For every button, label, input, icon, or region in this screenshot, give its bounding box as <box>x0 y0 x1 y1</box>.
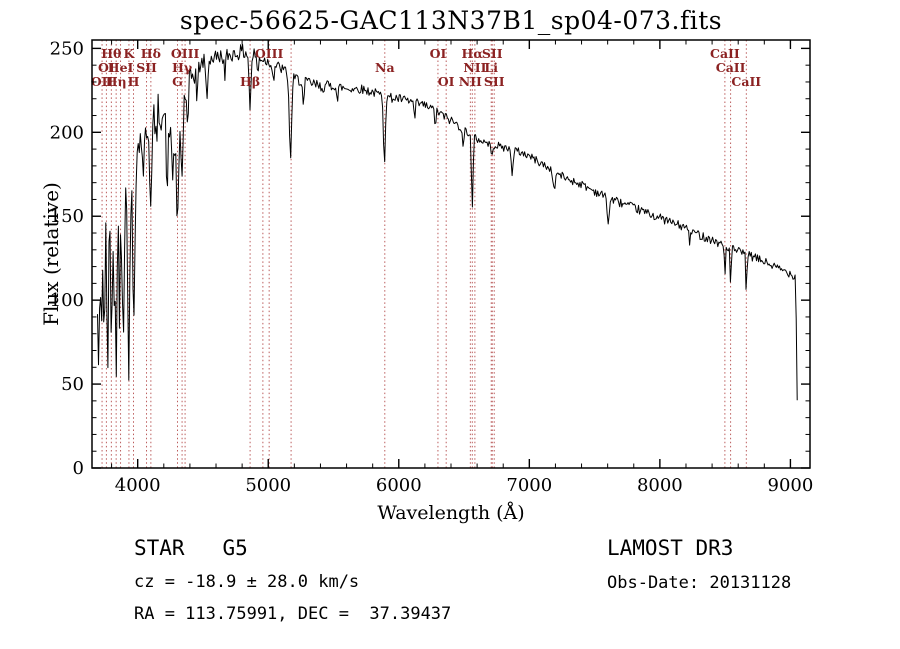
object-class-label: STAR G5 <box>134 536 248 560</box>
x-tick-label: 4000 <box>115 475 161 496</box>
plot-title: spec-56625-GAC113N37B1_sp04-073.fits <box>180 6 722 35</box>
spectral-line-label: NII <box>463 60 486 75</box>
spectral-line-label: OI <box>430 46 447 61</box>
coordinates-label: RA = 113.75991, DEC = 37.39437 <box>134 604 452 624</box>
x-tick-label: 6000 <box>376 475 422 496</box>
spectral-line-label: OIII <box>171 46 200 61</box>
y-axis-label: Flux (relative) <box>39 182 63 326</box>
spectral-line-label: SII <box>484 74 505 89</box>
y-tick-label: 150 <box>50 206 84 227</box>
spectral-line-label: HeI <box>108 60 134 75</box>
obs-date-label: Obs-Date: 20131128 <box>607 573 792 593</box>
spectral-line-label: Hβ <box>240 74 260 89</box>
spectral-line-label: H <box>128 74 140 89</box>
spectral-line-label: OIII <box>255 46 284 61</box>
spectral-line-label: Hθ <box>101 46 121 61</box>
spectral-line-label: G <box>172 74 183 89</box>
spectral-line-label: Hδ <box>141 46 161 61</box>
redshift-velocity-label: cz = -18.9 ± 28.0 km/s <box>134 572 360 592</box>
y-tick-label: 0 <box>73 458 84 479</box>
y-tick-label: 250 <box>50 38 84 59</box>
spectral-line-label: Hγ <box>172 60 193 75</box>
spectral-line-label: SII <box>136 60 157 75</box>
y-tick-label: 50 <box>61 374 84 395</box>
spectral-line-label: Hα <box>462 46 484 61</box>
y-tick-label: 100 <box>50 290 84 311</box>
x-tick-label: 5000 <box>245 475 291 496</box>
spectral-line-label: CaII <box>731 74 761 89</box>
x-tick-label: 9000 <box>768 475 814 496</box>
spectral-line-label: SII <box>482 46 503 61</box>
spectral-line-label: Na <box>375 60 395 75</box>
survey-release-label: LAMOST DR3 <box>607 536 734 560</box>
spectral-line-label: CaII <box>710 46 740 61</box>
y-tick-label: 200 <box>50 122 84 143</box>
spectral-line-label: OI <box>98 60 115 75</box>
plot-frame <box>91 39 811 469</box>
spectrum-chart: spec-56625-GAC113N37B1_sp04-073.fits Wav… <box>39 6 814 524</box>
spectral-line-label: OI <box>438 74 455 89</box>
x-axis-label: Wavelength (Å) <box>377 502 524 524</box>
x-tick-label: 7000 <box>506 475 552 496</box>
spectral-line-label: NII <box>459 74 482 89</box>
spectral-line-label: CaII <box>716 60 746 75</box>
spectrum-curve <box>97 44 798 401</box>
spectral-line-label: OII <box>91 74 114 89</box>
spectral-line-label: Li <box>484 60 498 75</box>
spectral-line-label: K <box>124 46 136 61</box>
x-tick-label: 8000 <box>637 475 683 496</box>
spectral-line-label: Hη <box>106 74 127 89</box>
